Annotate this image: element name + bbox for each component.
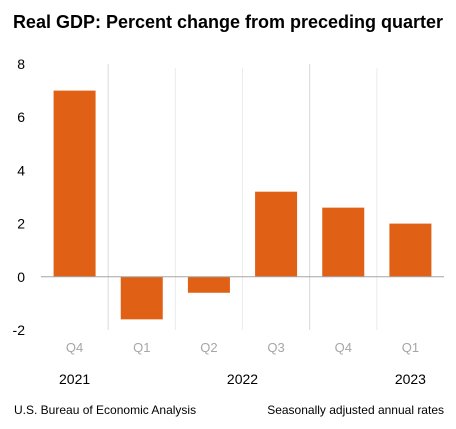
bar: [322, 207, 365, 277]
bar: [389, 223, 432, 277]
source-note: U.S. Bureau of Economic Analysis: [14, 403, 196, 417]
year-label: 2023: [395, 371, 426, 387]
bar: [53, 90, 96, 277]
y-tick-label: 4: [17, 162, 25, 178]
y-tick-label: 0: [17, 269, 25, 285]
bars-group: [53, 90, 432, 320]
y-axis-ticks: -2 0 2 4 6 8: [13, 56, 26, 338]
x-tick-label: Q3: [267, 340, 284, 355]
y-tick-label: -2: [13, 322, 26, 338]
year-separators: [107, 64, 378, 330]
rates-note: Seasonally adjusted annual rates: [267, 403, 444, 417]
x-tick-label: Q4: [66, 340, 83, 355]
x-axis-year-labels: 2021 2022 2023: [59, 371, 426, 387]
year-label: 2022: [227, 371, 258, 387]
x-tick-label: Q1: [133, 340, 150, 355]
bar: [120, 276, 163, 320]
x-tick-label: Q4: [335, 340, 352, 355]
y-tick-label: 2: [17, 216, 25, 232]
chart-title: Real GDP: Percent change from preceding …: [13, 12, 443, 32]
bar: [187, 276, 230, 293]
y-tick-label: 6: [17, 109, 25, 125]
x-tick-label: Q1: [402, 340, 419, 355]
x-axis-quarter-ticks: Q4 Q1 Q2 Q3 Q4 Q1: [66, 340, 419, 355]
year-label: 2021: [59, 371, 90, 387]
y-tick-label: 8: [17, 56, 25, 72]
bar: [255, 191, 298, 277]
x-tick-label: Q2: [200, 340, 217, 355]
